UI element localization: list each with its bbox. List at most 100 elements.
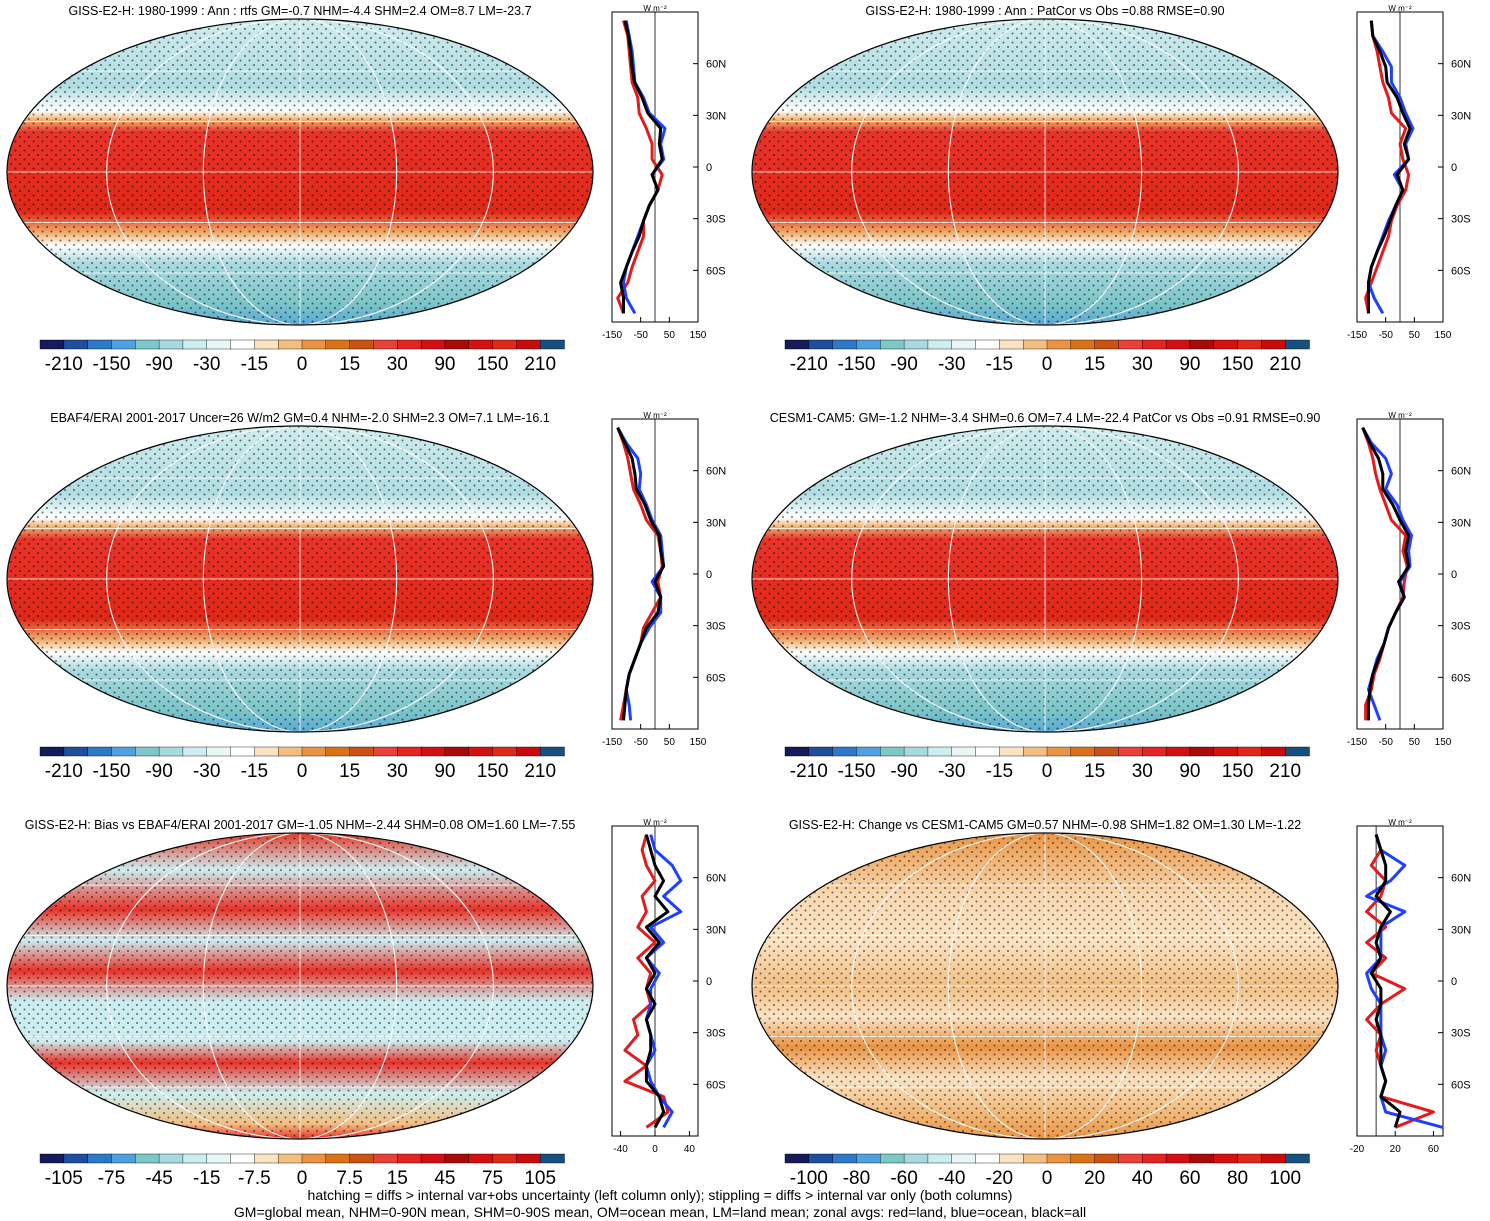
colorbar-swatch: [1118, 746, 1143, 757]
colorbar-swatch: [903, 746, 929, 757]
colorbar-swatch: [349, 746, 375, 757]
zonal-xtick-label: -150: [602, 737, 622, 748]
colorbar-swatch: [1094, 1153, 1120, 1164]
colorbar-swatch: [111, 1153, 136, 1164]
colorbar-label: 30: [1132, 761, 1153, 782]
colorbar-swatch: [516, 339, 541, 350]
colorbar-label: -15: [986, 761, 1013, 782]
panel-title: GISS-E2-H: 1980-1999 : Ann : PatCor vs O…: [865, 4, 1225, 18]
colorbar-label: 80: [1227, 1168, 1248, 1189]
zonal-xtick-label: 40: [684, 1144, 696, 1155]
colorbar-swatch: [975, 339, 1001, 350]
colorbar-swatch: [135, 1153, 160, 1164]
colorbar-label: -150: [837, 354, 875, 375]
colorbar-swatch: [111, 746, 136, 757]
colorbar-swatch: [951, 1153, 977, 1164]
colorbar-swatch: [230, 746, 256, 757]
colorbar-swatch: [1213, 746, 1239, 757]
colorbar-swatch: [1118, 1153, 1143, 1164]
zonal-ytick-label: 60S: [706, 265, 726, 277]
zonal-ytick-label: 60N: [706, 873, 726, 885]
zonal-ytick-label: 60N: [1451, 59, 1471, 71]
zonal-ytick-label: 60S: [706, 1079, 726, 1091]
zonal-ytick-label: 0: [1451, 976, 1457, 988]
colorbar-label: -15: [986, 354, 1013, 375]
colorbar-swatch: [349, 339, 375, 350]
zonal-xtick-label: -150: [1347, 330, 1367, 341]
colorbar-swatch: [1261, 1153, 1286, 1164]
panel-title: EBAF4/ERAI 2001-2017 Uncer=26 W/m2 GM=0.…: [50, 411, 550, 425]
colorbar-swatch: [1046, 339, 1072, 350]
colorbar-swatch: [301, 339, 327, 350]
zonal-series-line: [644, 834, 670, 1129]
colorbar-swatch: [880, 339, 905, 350]
colorbar-swatch: [135, 339, 160, 350]
colorbar-swatch: [784, 339, 810, 350]
zonal-ytick-label: 60N: [706, 466, 726, 478]
zonal-ytick-label: 30N: [1451, 110, 1471, 122]
colorbar-label: 7.5: [336, 1168, 362, 1189]
colorbar-swatch: [539, 339, 565, 350]
zonal-units: W m⁻²: [643, 818, 667, 827]
colorbar-swatch: [832, 339, 858, 350]
colorbar-label: -210: [790, 761, 828, 782]
zonal-xtick-label: 50: [1409, 330, 1421, 341]
zonal-ytick-label: 30S: [1451, 1028, 1471, 1040]
colorbar-swatch: [1261, 339, 1286, 350]
zonal-ytick-label: 30N: [706, 517, 726, 529]
colorbar-swatch: [373, 1153, 398, 1164]
zonal-units: W m⁻²: [643, 411, 667, 420]
colorbar-swatch: [1142, 1153, 1167, 1164]
colorbar-label: -60: [890, 1168, 917, 1189]
colorbar-swatch: [832, 746, 858, 757]
colorbar-swatch: [903, 1153, 929, 1164]
map-plot: -105 -75 -45 -15 -7.5 0 7.5 15 45 75 105 W m⁻² 60N 30…: [6, 818, 726, 1189]
colorbar-swatch: [999, 1153, 1024, 1164]
zonal-units: W m⁻²: [1388, 4, 1412, 13]
zonal-xtick-label: -150: [602, 330, 622, 341]
colorbar-swatch: [999, 746, 1024, 757]
colorbar-swatch: [277, 1153, 303, 1164]
colorbar-label: 15: [1084, 354, 1105, 375]
zonal-series-line: [644, 834, 683, 1129]
colorbar-swatch: [468, 746, 494, 757]
colorbar-swatch: [420, 1153, 446, 1164]
colorbar-label: 15: [339, 761, 360, 782]
zonal-ytick-label: 60S: [1451, 672, 1471, 684]
zonal-xtick-label: 50: [664, 330, 676, 341]
colorbar-label: -15: [241, 354, 268, 375]
zonal-xtick-label: -50: [633, 737, 648, 748]
colorbar-swatch: [182, 339, 208, 350]
map-outline: [6, 832, 594, 1140]
colorbar-swatch: [325, 1153, 351, 1164]
colorbar-label: 150: [1222, 761, 1254, 782]
colorbar-swatch: [254, 339, 279, 350]
colorbar-label: 45: [434, 1168, 455, 1189]
colorbar-swatch: [63, 339, 89, 350]
colorbar-swatch: [397, 746, 422, 757]
colorbar-swatch: [1142, 746, 1167, 757]
colorbar-swatch: [1237, 339, 1263, 350]
zonal-ytick-label: 60S: [706, 672, 726, 684]
zonal-ytick-label: 30S: [1451, 621, 1471, 633]
colorbar-label: 210: [524, 354, 556, 375]
colorbar-swatch: [325, 339, 351, 350]
colorbar-label: -210: [45, 761, 83, 782]
colorbar-swatch: [349, 1153, 375, 1164]
panel-1: GISS-E2-H: 1980-1999 : Ann : PatCor vs O…: [745, 0, 1490, 407]
zonal-series-line: [1364, 20, 1411, 314]
zonal-series-line: [623, 834, 670, 1129]
zonal-xtick-label: -50: [1378, 737, 1393, 748]
colorbar-label: -150: [92, 354, 130, 375]
zonal-xtick-label: 50: [1409, 737, 1421, 748]
colorbar-swatch: [230, 339, 256, 350]
colorbar-swatch: [1046, 1153, 1072, 1164]
colorbar-label: 210: [1269, 354, 1301, 375]
map-outline: [6, 425, 594, 733]
colorbar-label: 0: [1042, 761, 1053, 782]
colorbar-label: -210: [45, 354, 83, 375]
colorbar-swatch: [516, 746, 541, 757]
